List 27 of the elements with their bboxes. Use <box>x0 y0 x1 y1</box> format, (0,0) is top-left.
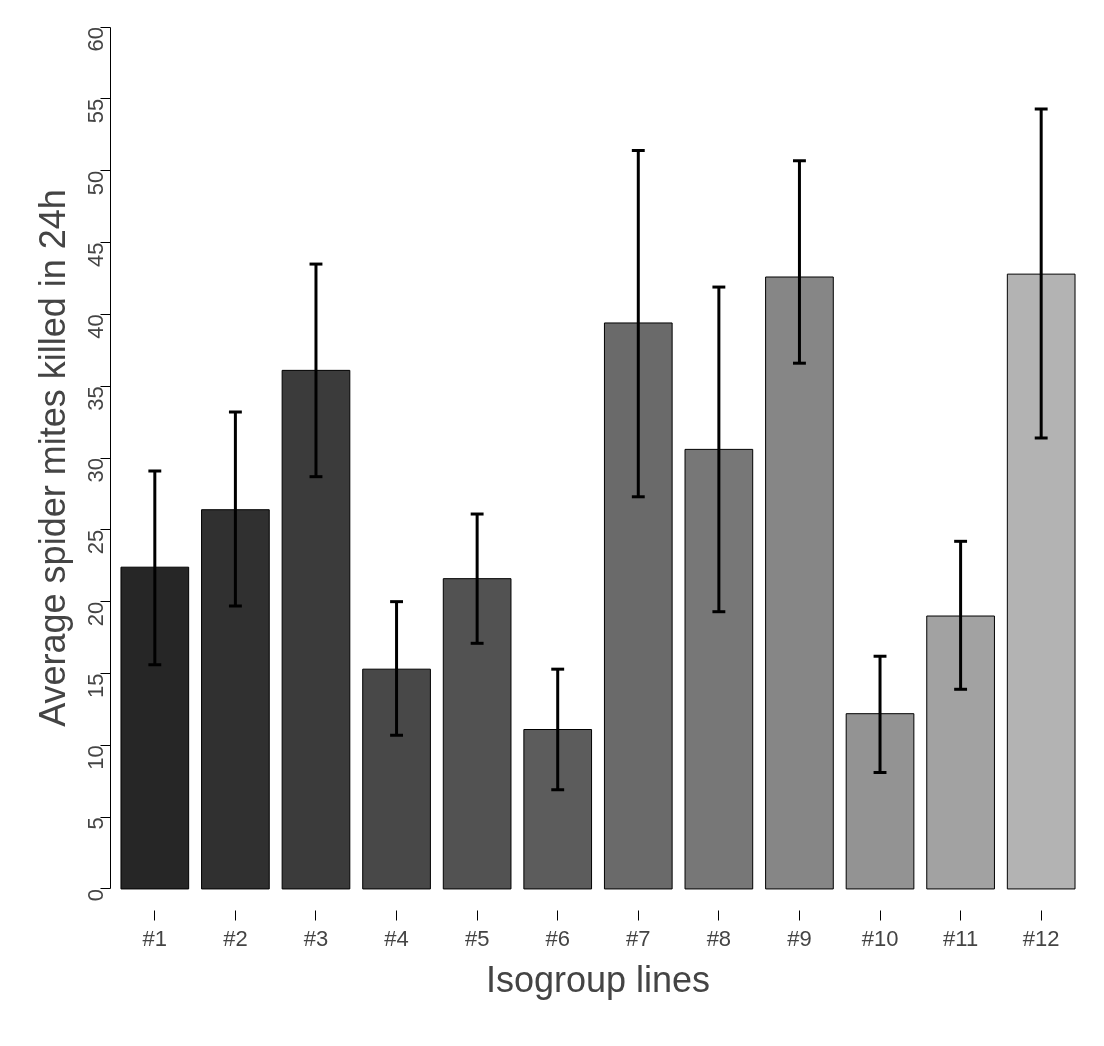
x-tick-label: #5 <box>464 925 490 951</box>
x-tick-label: #8 <box>706 925 732 951</box>
x-tick-label: #4 <box>384 925 409 951</box>
x-tick-label: #3 <box>303 925 329 951</box>
x-tick-label: #7 <box>626 925 651 951</box>
y-tick-label: 25 <box>83 529 108 555</box>
y-tick-label: 35 <box>83 386 108 411</box>
y-axis-title: Average spider mites killed in 24h <box>31 189 73 727</box>
y-tick-label: 45 <box>83 242 108 267</box>
x-tick-label: #1 <box>142 925 168 951</box>
y-tick-label: 0 <box>83 888 108 902</box>
y-tick-label: 50 <box>83 170 108 196</box>
y-tick-label: 60 <box>83 27 108 52</box>
x-axis-title: Isogroup lines <box>485 958 711 1000</box>
y-tick-label: 40 <box>83 314 108 339</box>
y-tick-label: 30 <box>83 457 108 483</box>
x-tick-label: #2 <box>223 925 248 951</box>
x-tick-label: #12 <box>1022 925 1060 951</box>
x-tick-label: #6 <box>545 925 570 951</box>
x-tick-label: #9 <box>787 925 812 951</box>
y-tick-label: 20 <box>83 601 108 627</box>
y-tick-label: 55 <box>83 98 108 124</box>
y-tick-label: 15 <box>83 673 108 698</box>
x-tick-label: #11 <box>943 925 979 951</box>
x-tick-label: #10 <box>861 925 899 951</box>
y-tick-label: 5 <box>83 817 108 830</box>
y-tick-label: 10 <box>83 745 108 770</box>
